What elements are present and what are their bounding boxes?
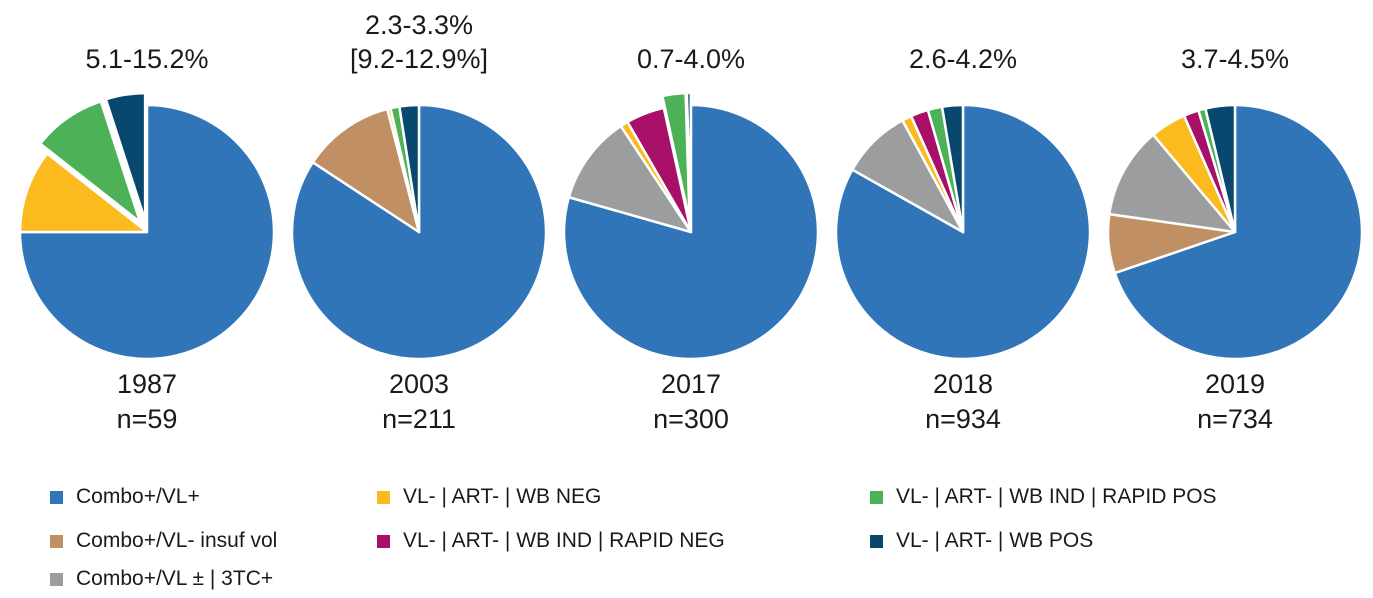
slice-vl-art-wb-ind-rapid-pos [661, 91, 691, 222]
pie-n-label: n=211 [382, 404, 456, 434]
pie-annotation: 2.6-4.2% [909, 44, 1017, 74]
pie-year-label: 2003 [389, 369, 449, 399]
pie-1987 [18, 91, 276, 361]
slice-combo-vl [834, 103, 1092, 361]
slice-vl-art-wb-ind-rapid-pos [39, 100, 142, 224]
pie-n-label: n=300 [653, 404, 729, 434]
pie-year-label: 2018 [933, 369, 993, 399]
slice-combo-vl [1113, 103, 1364, 361]
slice-vl-art-wb-pos [398, 103, 421, 234]
slice-combo-vl-3tc [567, 124, 693, 234]
pie-annotation: 2.3-3.3% [365, 10, 473, 40]
pie-annotation: 3.7-4.5% [1181, 44, 1289, 74]
slice-vl-art-wb-pos [1204, 103, 1237, 234]
pie-year-label: 2017 [661, 369, 721, 399]
slice-vl-art-wb-pos [685, 91, 693, 222]
pie-2003 [290, 103, 548, 361]
pie-n-label: n=59 [117, 404, 178, 434]
slice-combo-vl [562, 103, 820, 361]
slice-combo-vl [18, 103, 276, 361]
pie-year-label: 2019 [1205, 369, 1265, 399]
pie-n-label: n=934 [925, 404, 1001, 434]
slice-combo-vl-3tc [1108, 133, 1237, 234]
pie-annotation: 5.1-15.2% [85, 44, 208, 74]
pie-2018 [834, 103, 1092, 361]
pie-annotation: 0.7-4.0% [637, 44, 745, 74]
pie-2017 [562, 91, 820, 361]
pie-year-label: 1987 [117, 369, 177, 399]
pie-n-label: n=734 [1197, 404, 1273, 434]
slice-combo-vl-insuf-vol [311, 107, 421, 234]
slice-vl-art-wb-neg [18, 152, 149, 234]
slice-vl-art-wb-pos [940, 103, 965, 234]
pie-2019 [1106, 103, 1364, 361]
slice-vl-art-wb-pos [104, 91, 147, 222]
pie-annotation: [9.2-12.9%] [350, 44, 488, 74]
